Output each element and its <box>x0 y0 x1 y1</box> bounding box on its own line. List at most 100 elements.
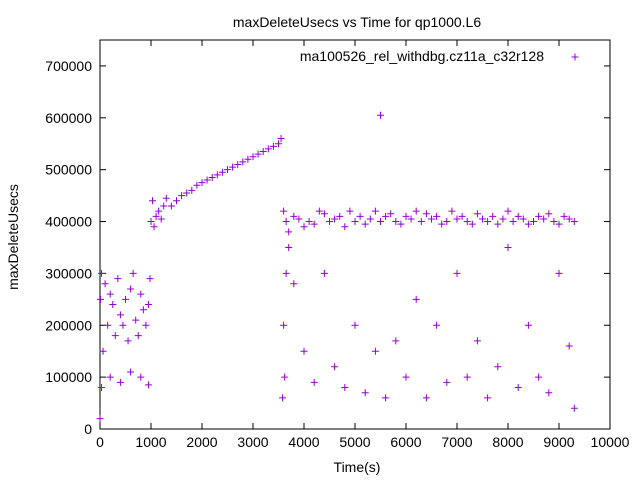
data-point <box>336 212 344 220</box>
data-point <box>371 207 379 215</box>
data-point <box>264 145 272 153</box>
data-point <box>392 337 400 345</box>
data-point <box>433 212 441 220</box>
data-point <box>524 321 532 329</box>
data-point <box>361 220 369 228</box>
data-point <box>134 332 142 340</box>
data-point <box>208 173 216 181</box>
data-point <box>545 389 553 397</box>
data-point <box>550 218 558 226</box>
x-tick-label: 9000 <box>543 434 574 450</box>
data-point <box>535 373 543 381</box>
data-point <box>109 301 117 309</box>
data-point <box>285 228 293 236</box>
data-point <box>504 243 512 251</box>
y-tick-label: 0 <box>84 421 92 437</box>
data-point <box>144 381 152 389</box>
data-point <box>565 342 573 350</box>
legend: ma100526_rel_withdbg.cz11a_c32r128 <box>300 48 579 64</box>
data-point <box>417 218 425 226</box>
y-tick-label: 300000 <box>45 265 92 281</box>
data-point <box>114 275 122 283</box>
data-point <box>167 202 175 210</box>
data-point <box>351 218 359 226</box>
data-point <box>213 171 221 179</box>
data-point <box>320 210 328 218</box>
data-point <box>443 378 451 386</box>
data-point <box>160 202 168 210</box>
data-point <box>98 269 106 277</box>
data-point <box>341 223 349 231</box>
y-axis-label: maxDeleteUsecs <box>5 184 21 290</box>
data-point <box>519 215 527 223</box>
data-point <box>458 212 466 220</box>
data-point <box>422 394 430 402</box>
data-point <box>142 321 150 329</box>
data-point <box>132 316 140 324</box>
data-point <box>422 210 430 218</box>
data-point <box>254 150 262 158</box>
y-tick-label: 100000 <box>45 369 92 385</box>
data-point <box>116 378 124 386</box>
axis-ticks: 0 1000 2000 3000 4000 5000 6000 7000 8000 9000 100… <box>45 40 630 450</box>
x-tick-label: 6000 <box>390 434 421 450</box>
data-point <box>509 218 517 226</box>
data-point <box>443 218 451 226</box>
data-point <box>149 197 157 205</box>
x-tick-label: 10000 <box>591 434 630 450</box>
data-point <box>224 166 231 174</box>
x-tick-label: 5000 <box>339 434 370 450</box>
data-point <box>259 148 267 156</box>
data-point <box>514 212 522 220</box>
data-point <box>119 321 127 329</box>
data-point <box>453 215 461 223</box>
data-point <box>484 394 492 402</box>
data-point <box>99 347 107 355</box>
data-point <box>279 394 287 402</box>
data-point <box>377 218 384 226</box>
data-point <box>484 218 492 226</box>
data-point <box>382 394 390 402</box>
data-point <box>152 212 160 220</box>
data-point <box>407 215 415 223</box>
data-point <box>463 373 471 381</box>
data-point <box>402 373 410 381</box>
data-point <box>275 140 282 148</box>
data-point <box>280 207 288 215</box>
data-point <box>402 212 410 220</box>
data-point <box>346 207 354 215</box>
data-point <box>106 290 114 298</box>
data-point <box>479 215 486 223</box>
data-point <box>463 218 471 226</box>
plot-border <box>99 39 611 430</box>
data-point <box>555 269 563 277</box>
data-point <box>361 389 369 397</box>
data-point <box>173 197 180 205</box>
data-point <box>139 306 147 314</box>
data-point <box>162 194 170 202</box>
x-tick-label: 3000 <box>237 434 268 450</box>
data-point <box>144 301 152 309</box>
data-point <box>473 337 481 345</box>
data-point <box>392 218 400 226</box>
data-point <box>356 212 364 220</box>
data-point <box>473 210 481 218</box>
data-points <box>96 111 578 423</box>
data-point <box>555 220 563 228</box>
x-tick-label: 0 <box>96 434 104 450</box>
x-tick-label: 1000 <box>135 434 166 450</box>
data-point <box>218 168 226 176</box>
data-point <box>124 337 132 345</box>
data-point <box>280 321 288 329</box>
y-tick-label: 400000 <box>45 214 92 230</box>
data-point <box>183 189 191 197</box>
legend-marker <box>571 53 579 61</box>
data-point <box>282 218 290 226</box>
data-point <box>300 347 308 355</box>
data-point <box>310 220 318 228</box>
data-point <box>560 212 568 220</box>
data-point <box>146 275 154 283</box>
data-point <box>326 218 333 226</box>
data-point <box>147 218 155 226</box>
data-point <box>545 210 553 218</box>
